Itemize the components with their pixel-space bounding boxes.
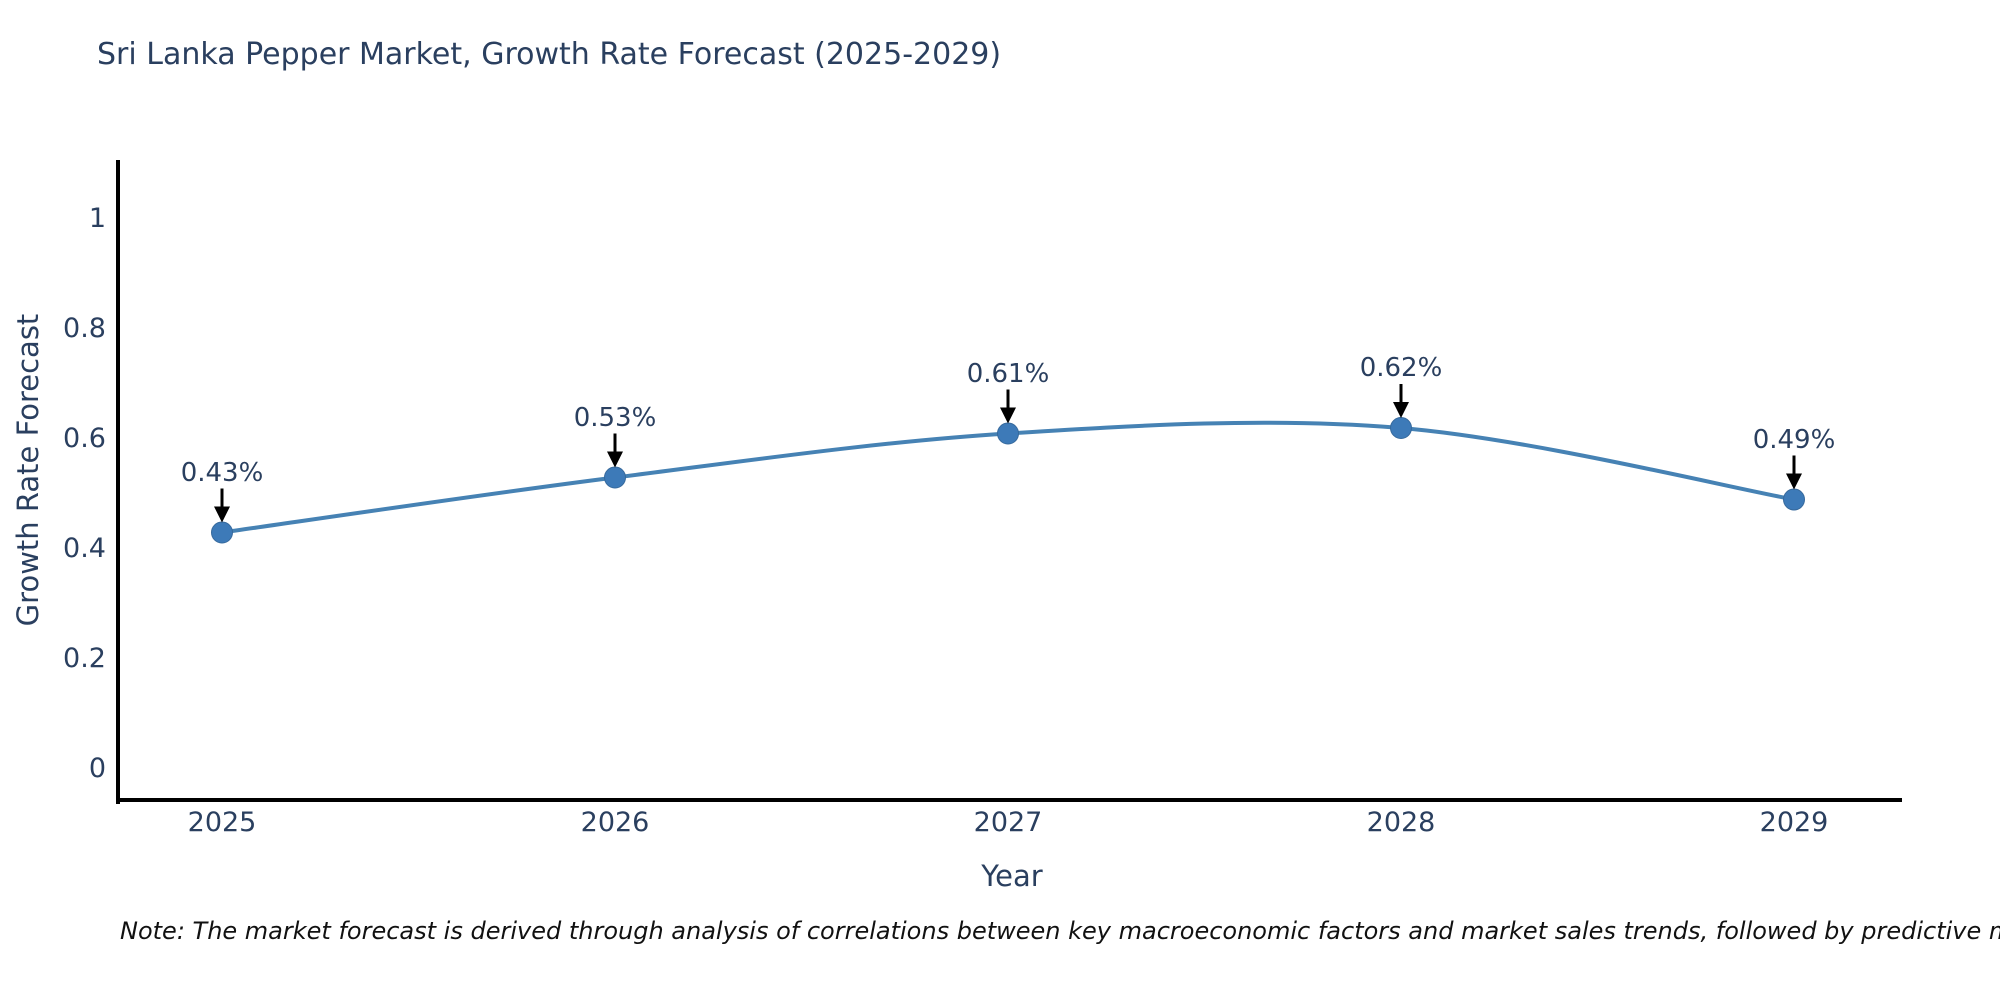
annotation-label: 0.61%: [966, 358, 1050, 389]
annotation-arrowhead: [1786, 473, 1802, 490]
annotation-label: 0.43%: [180, 457, 264, 488]
x-tick-label: 2029: [1759, 807, 1829, 838]
annotation-arrowhead: [1000, 407, 1016, 424]
data-point-marker: [604, 466, 626, 489]
y-tick-label: 0.2: [63, 643, 106, 674]
annotation-label: 0.49%: [1752, 424, 1836, 455]
x-tick-label: 2028: [1366, 807, 1436, 838]
x-axis-title: Year: [981, 859, 1043, 893]
y-axis-line: [116, 160, 120, 804]
data-point-marker: [1783, 488, 1805, 511]
data-point-marker: [997, 422, 1019, 445]
y-tick-label: 0.4: [63, 533, 106, 564]
annotation-arrowhead: [1393, 402, 1409, 418]
annotation-label: 0.53%: [573, 402, 657, 433]
data-point-marker: [1390, 417, 1412, 439]
footnote: Note: The market forecast is derived thr…: [120, 917, 2000, 945]
x-tick-label: 2025: [187, 807, 257, 838]
annotation-label: 0.62%: [1359, 353, 1443, 383]
chart-title: Sri Lanka Pepper Market, Growth Rate For…: [97, 37, 1002, 72]
y-tick-label: 0.8: [63, 313, 106, 344]
y-tick-label: 0: [88, 753, 106, 784]
data-point-marker: [211, 521, 233, 544]
x-tick-label: 2026: [580, 807, 650, 838]
x-axis-line: [116, 798, 1902, 802]
y-tick-label: 0.6: [63, 423, 106, 454]
x-tick-label: 2027: [973, 807, 1043, 838]
y-tick-label: 1: [88, 203, 106, 234]
annotation-arrowhead: [607, 451, 623, 468]
annotation-arrowhead: [214, 506, 230, 523]
